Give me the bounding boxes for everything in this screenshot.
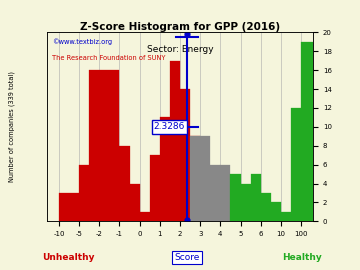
Bar [281, 212, 291, 221]
Bar [109, 184, 140, 221]
Bar [271, 202, 281, 221]
Bar [321, 193, 341, 221]
Bar [301, 42, 321, 221]
Title: Z-Score Histogram for GPP (2016): Z-Score Histogram for GPP (2016) [80, 22, 280, 32]
Bar [59, 193, 79, 221]
Bar [251, 174, 261, 221]
Bar [190, 136, 200, 221]
Bar [140, 212, 150, 221]
Bar [230, 174, 240, 221]
Bar [190, 136, 200, 221]
Text: 2.3286: 2.3286 [154, 122, 185, 131]
Text: Number of companies (339 total): Number of companies (339 total) [9, 71, 15, 183]
Bar [89, 70, 120, 221]
Bar [99, 146, 130, 221]
Bar [210, 165, 220, 221]
Text: Score: Score [175, 253, 200, 262]
Bar [240, 184, 251, 221]
Bar [200, 174, 210, 221]
Text: Healthy: Healthy [283, 253, 322, 262]
Bar [130, 212, 140, 221]
Text: Unhealthy: Unhealthy [42, 253, 95, 262]
Bar [261, 193, 271, 221]
Text: ©www.textbiz.org: ©www.textbiz.org [52, 38, 112, 45]
Bar [291, 108, 301, 221]
Bar [180, 89, 190, 221]
Text: The Research Foundation of SUNY: The Research Foundation of SUNY [52, 55, 166, 61]
Bar [200, 136, 210, 221]
Bar [79, 165, 99, 221]
Bar [220, 165, 230, 221]
Bar [160, 117, 170, 221]
Bar [150, 155, 160, 221]
Bar [120, 202, 130, 221]
Bar [170, 61, 180, 221]
Text: Sector: Energy: Sector: Energy [147, 45, 213, 54]
